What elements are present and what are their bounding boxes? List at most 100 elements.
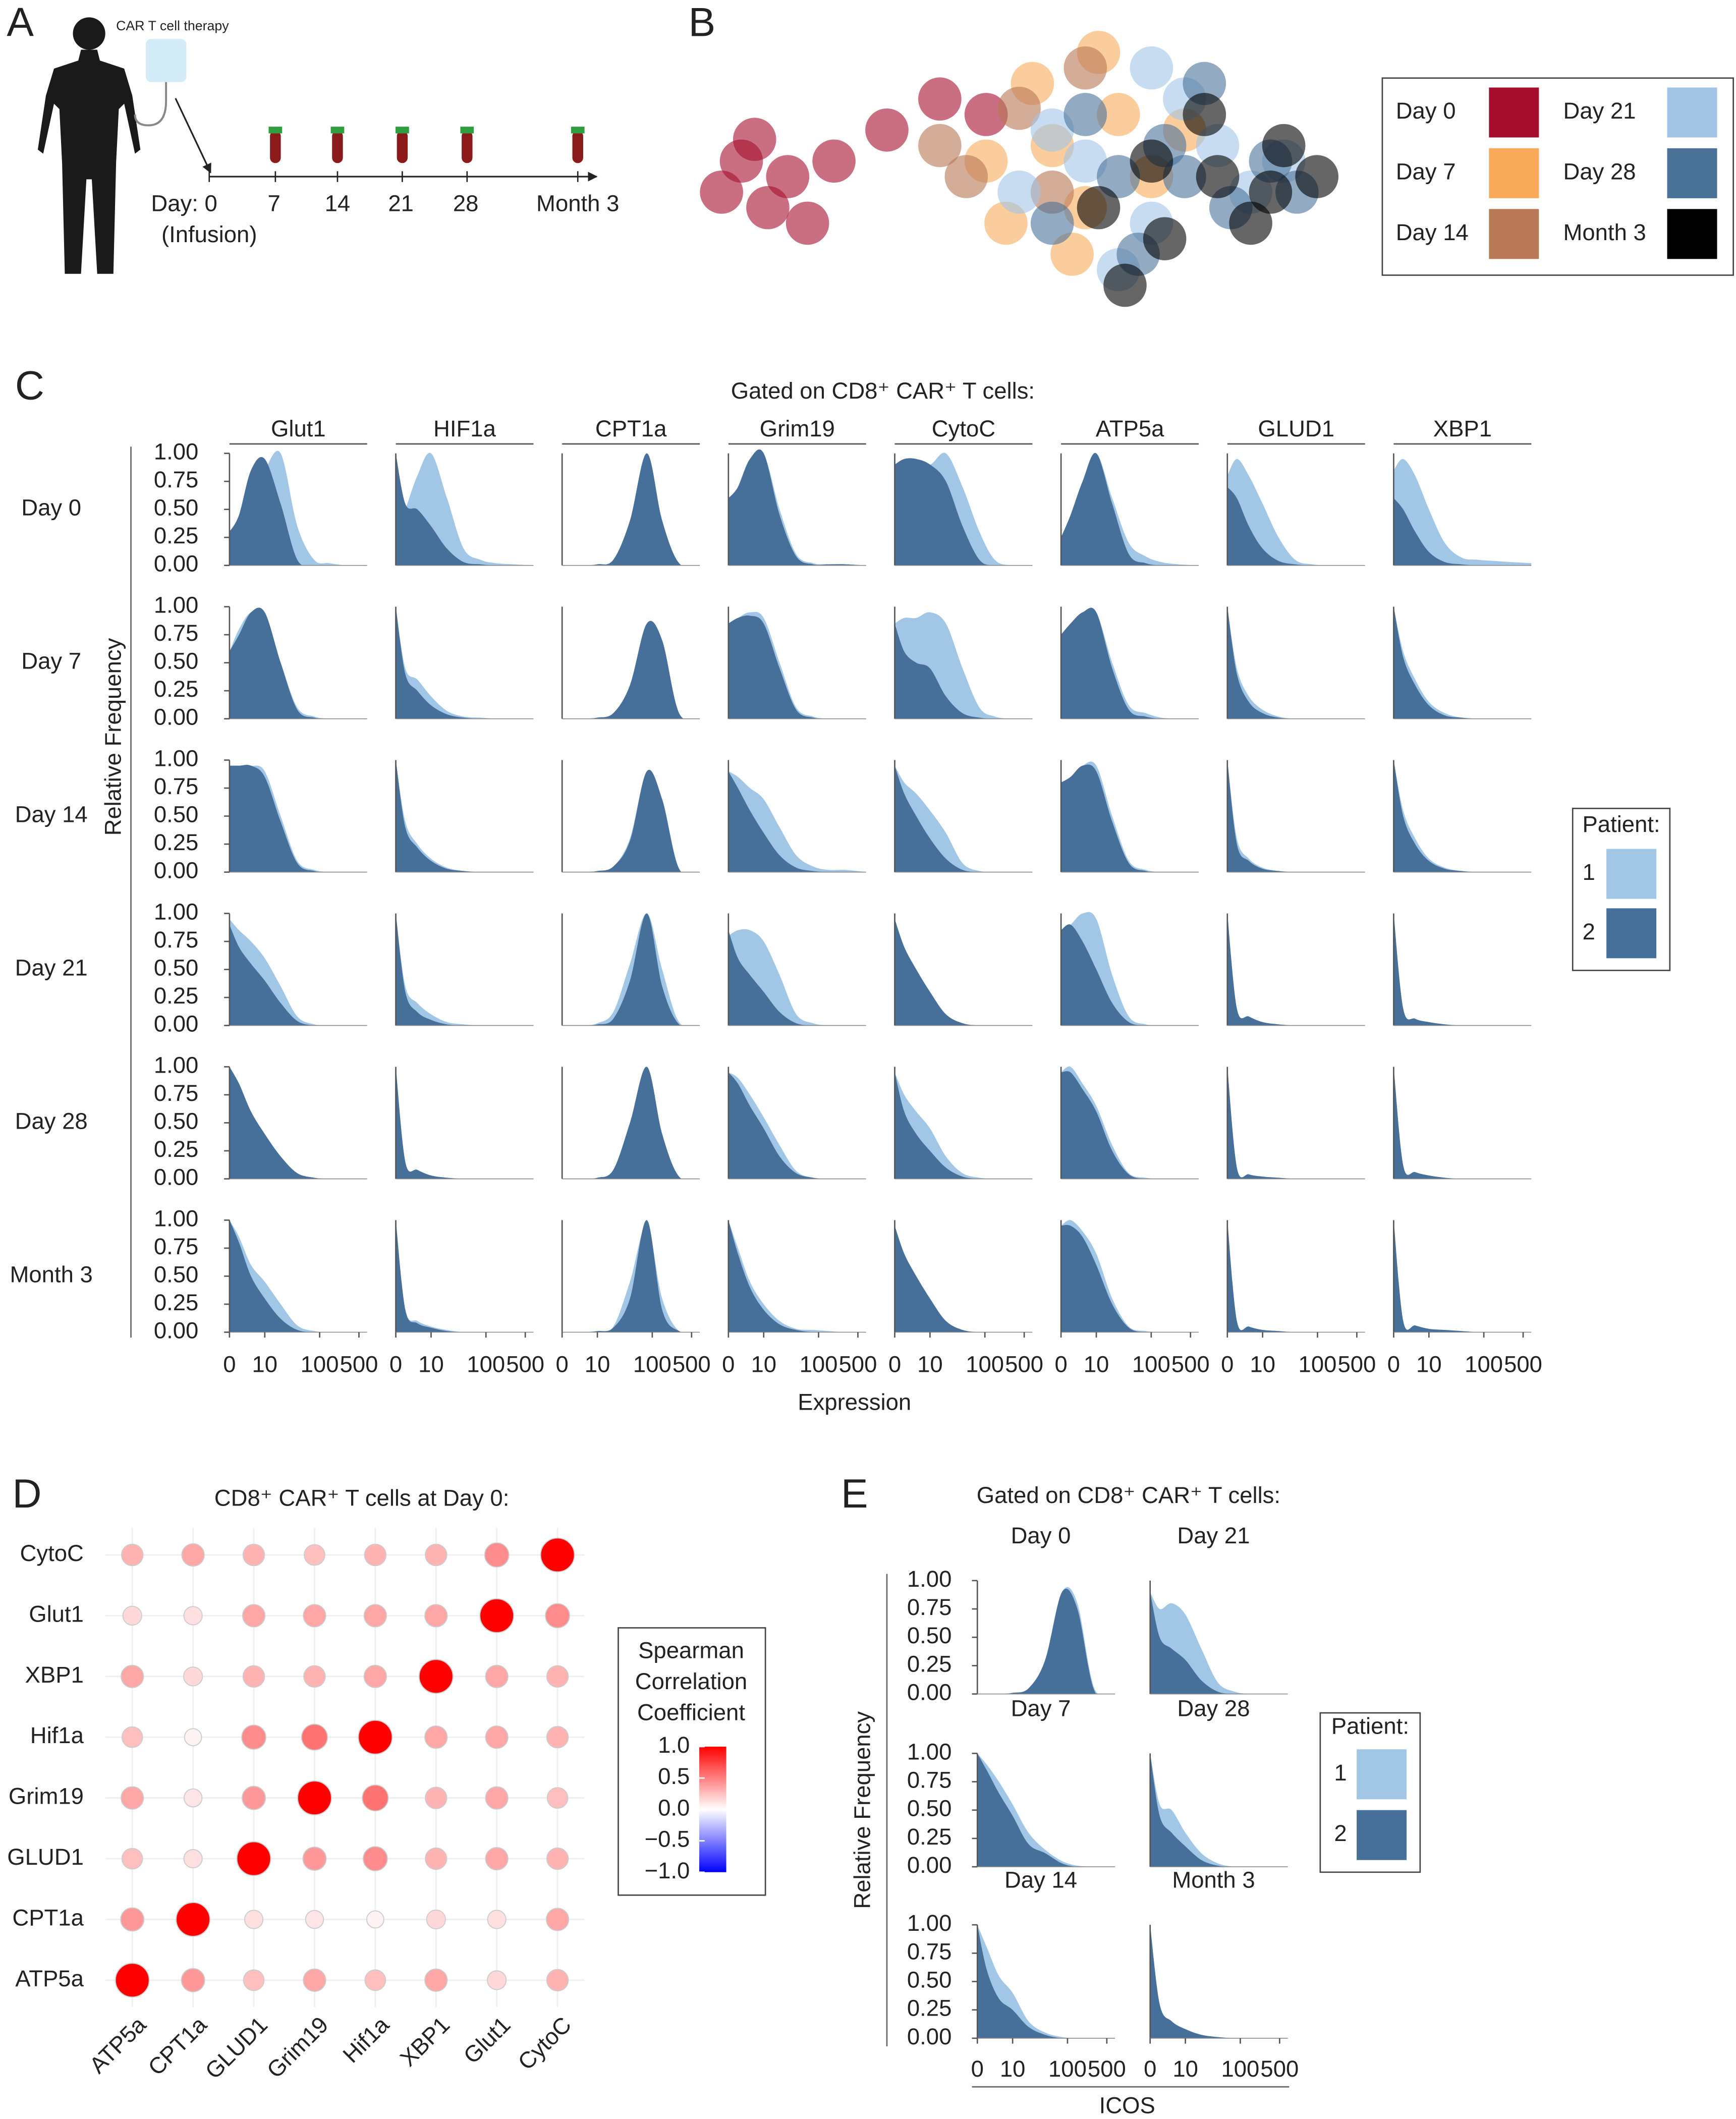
density-area	[396, 606, 534, 719]
density-area	[396, 760, 534, 872]
density-area	[562, 621, 700, 719]
correlation-dot	[546, 1726, 569, 1749]
scatter-point	[1063, 139, 1107, 183]
y-tick-label: 0.00	[154, 1011, 198, 1037]
x-tick-label: 10	[252, 1351, 278, 1377]
scatter-point	[1163, 155, 1206, 198]
scatter-point	[1103, 263, 1147, 307]
correlation-dot	[302, 1847, 327, 1871]
y-tick-label: 1.00	[907, 1566, 951, 1592]
density-area	[1393, 913, 1462, 1026]
y-tick-label: 0.25	[907, 1995, 951, 2021]
legend-title: Correlation	[635, 1668, 747, 1694]
y-tick-label: 0.00	[154, 551, 198, 577]
tube	[462, 131, 473, 163]
density-area	[1393, 498, 1532, 566]
density-area	[1227, 459, 1365, 566]
correlation-dot	[546, 1787, 569, 1809]
x-tick-label: 100	[301, 1351, 339, 1377]
density-area	[396, 453, 534, 566]
y-tick-label: 0.00	[907, 1680, 951, 1705]
correlation-dot	[184, 1728, 202, 1747]
y-tick-label: 0.75	[154, 1234, 198, 1259]
correlation-dot	[487, 1970, 507, 1990]
x-tick-label: 100	[633, 1351, 671, 1377]
x-tick-label: 100	[467, 1351, 505, 1377]
correlation-dot	[183, 1788, 203, 1808]
column-label: Hif1a	[338, 2012, 395, 2068]
x-tick-label: 500	[673, 1351, 711, 1377]
legend-swatch	[1489, 148, 1539, 198]
correlation-dot	[242, 1604, 266, 1628]
panel-letter: E	[841, 1471, 868, 1517]
legend-label: 2	[1334, 1820, 1347, 1846]
correlation-dot	[358, 1719, 393, 1755]
correlation-dot	[426, 1909, 446, 1930]
density-area	[1061, 1071, 1199, 1179]
density-area	[894, 919, 980, 1026]
correlation-dot	[183, 1849, 203, 1869]
timeline-label: Month 3	[536, 190, 619, 216]
y-tick-label: 0.00	[154, 858, 198, 883]
density-area	[1227, 760, 1365, 872]
density-area	[728, 615, 866, 719]
density-area	[1227, 913, 1296, 1026]
correlation-dot	[121, 1786, 144, 1810]
scatter-point	[1295, 155, 1338, 198]
legend-label: Day 28	[1563, 158, 1636, 184]
scatter-point	[944, 155, 988, 198]
density-area	[229, 924, 314, 1026]
scatter-point	[865, 108, 909, 152]
panel-title: Day 7	[1011, 1696, 1071, 1721]
correlation-dot	[305, 1910, 324, 1929]
scatter-point	[1229, 201, 1272, 245]
timeline-label: 7	[268, 190, 281, 216]
legend-swatch	[1489, 209, 1539, 259]
row-label: Day 7	[21, 648, 81, 674]
density-area	[229, 764, 367, 872]
column-label: Grim19	[262, 2012, 333, 2083]
person-silhouette	[37, 49, 141, 274]
correlation-dot	[362, 1785, 389, 1812]
density-area	[1227, 606, 1365, 719]
y-tick-label: 0.25	[154, 829, 198, 855]
x-tick-label: 500	[839, 1351, 877, 1377]
x-tick-label: 10	[1084, 1351, 1109, 1377]
correlation-dot	[241, 1724, 266, 1750]
scatter-point	[786, 201, 829, 245]
panel-title: Day 21	[1177, 1523, 1250, 1548]
x-axis-label: Expression	[798, 1389, 911, 1415]
correlation-dot	[303, 1665, 326, 1688]
y-tick-label: 0.75	[907, 1938, 951, 1964]
column-label: HIF1a	[433, 416, 496, 441]
scatter-point	[1196, 155, 1240, 198]
y-tick-label: 0.75	[154, 927, 198, 953]
y-tick-label: 0.00	[154, 1164, 198, 1190]
tube-caps	[268, 127, 585, 134]
y-tick-label: 0.75	[154, 773, 198, 799]
panel-title: Day 14	[1004, 1867, 1077, 1893]
y-axis-label: Relative Frequency	[100, 638, 126, 835]
correlation-dot	[485, 1786, 509, 1810]
legend-title: Patient:	[1331, 1713, 1409, 1739]
correlation-dot	[242, 1543, 265, 1567]
x-tick-label: 10	[1416, 1351, 1442, 1377]
scatter-point	[746, 186, 790, 230]
y-tick-label: 0.75	[154, 1080, 198, 1106]
correlation-dot	[485, 1847, 509, 1871]
y-tick-label: 1.00	[154, 1205, 198, 1231]
legend-swatch	[1357, 1749, 1407, 1800]
x-tick-label: 500	[1088, 2056, 1126, 2082]
correlation-dot	[487, 1910, 507, 1929]
correlation-dot	[120, 1907, 145, 1932]
y-tick-label: 0.75	[154, 467, 198, 492]
y-tick-label: 0.25	[907, 1651, 951, 1677]
legend-swatch	[1606, 849, 1657, 899]
legend-title: Spearman	[638, 1638, 744, 1663]
density-area	[1150, 1753, 1288, 1867]
column-label: Glut1	[271, 416, 326, 441]
person-head	[73, 17, 105, 50]
legend-swatch	[1357, 1810, 1407, 1860]
x-tick-label: 100	[800, 1351, 838, 1377]
correlation-dot	[545, 1603, 570, 1629]
